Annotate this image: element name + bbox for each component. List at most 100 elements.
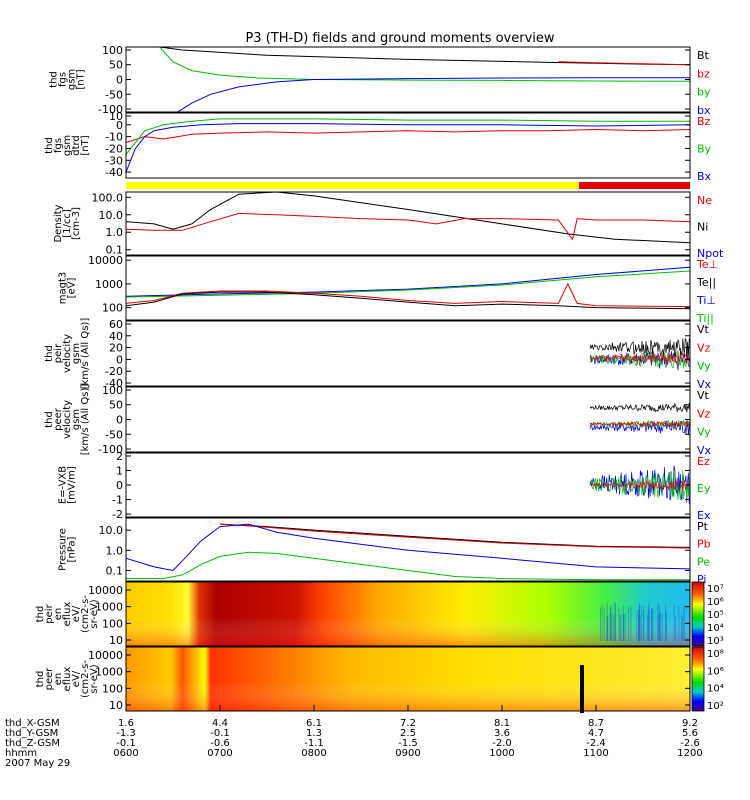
ytick-label: 100 (102, 44, 123, 57)
ytick-label: 10000 (88, 649, 123, 662)
ytick-label: -2 (112, 508, 123, 521)
legend-Ti⊥: Ti⊥ (696, 294, 716, 307)
ephem-row-label: thd_Y-GSM (5, 728, 58, 739)
ytick-label: 0 (116, 414, 123, 427)
legend-by: by (697, 86, 711, 99)
ylabel-line: Density (53, 204, 64, 242)
legend-Ti||: Ti|| (696, 312, 714, 325)
date-label: 2007 May 29 (5, 758, 70, 769)
panel-temp: 10000 1000 100 magt3[eV] Te⊥ Te|| Ti⊥ Ti|| (58, 254, 719, 325)
ylabel-line: peir (53, 343, 64, 363)
legend-Bt: Bt (697, 49, 710, 62)
legend-Vx: Vx (697, 378, 712, 391)
series-efield-burst (589, 480, 691, 491)
ylabel-line: [nT] (80, 135, 91, 155)
ephem-value: 1200 (677, 748, 702, 759)
legend-Pi: Pi (697, 573, 706, 586)
ytick-label: 40 (109, 330, 123, 343)
chart-title: P3 (TH-D) fields and ground moments over… (245, 31, 554, 46)
ylabel-line: gsm (71, 343, 82, 364)
series-fgs2-Bz (125, 128, 691, 143)
spectrogram-shade-peir_spec (126, 582, 690, 646)
ytick-label: -30 (105, 154, 123, 167)
panel-peer_spec: 10⁸ 10⁶ 10⁴ 10² 10000 1000 100 10 thdpeereneflux… (35, 646, 724, 713)
ylabel-line: fgs (58, 72, 69, 87)
legend-Vt: Vt (697, 389, 710, 402)
ytick-label: 100 (102, 617, 123, 630)
ephem-value: 1000 (489, 748, 514, 759)
series-temp-Ti|| (125, 270, 691, 298)
ylabel-line: [km/s (All Qs)] (80, 384, 91, 456)
series-fgs1-Bt (159, 46, 691, 66)
ytick-label: 0 (116, 479, 123, 492)
frame-pressure (125, 517, 691, 582)
ephem-value: -1.5 (398, 738, 418, 749)
ylabel-line: thd (44, 345, 55, 362)
ytick-label: 10000 (88, 254, 123, 267)
frame-peir_spec (125, 581, 691, 647)
ylabel-line: peer (53, 407, 64, 431)
legend-Ex: Ex (697, 509, 711, 522)
legend-By: By (697, 143, 712, 156)
ylabel-line: thd (35, 606, 46, 623)
ylabel-line: thd (44, 137, 55, 154)
ylabel-line: [cm-3] (71, 207, 82, 240)
colorbar-tick: 10⁸ (707, 649, 724, 660)
ylabel-line: fgs (53, 138, 64, 153)
frame-density (125, 191, 691, 256)
colorbar-tick: 10⁵ (707, 610, 724, 621)
ytick-label: 1 (116, 464, 123, 477)
ylabel-line: thd (44, 411, 55, 428)
ytick-label: -100 (98, 103, 123, 116)
spectrogram-shade-peer_spec (126, 647, 690, 711)
ytick-label: -50 (105, 88, 123, 101)
ephem-value: 9.2 (682, 718, 698, 729)
legend-Ne: Ne (697, 194, 712, 207)
legend-Te||: Te|| (696, 276, 716, 289)
ytick-label: 10 (109, 634, 123, 647)
ylabel-line: magt3 (58, 272, 69, 305)
series-vpeir-burst (589, 337, 691, 358)
legend-Vz: Vz (697, 341, 711, 354)
ytick-label: 100 (102, 302, 123, 315)
legend-Bz: Bz (697, 115, 711, 128)
ytick-label: 1000 (95, 278, 123, 291)
series-temp-Te|| (125, 291, 691, 310)
ytick-label: 2 (116, 450, 123, 463)
ylabel-line: Pressure (58, 528, 69, 571)
legend-Vy: Vy (697, 360, 711, 373)
ephem-value: 3.6 (494, 728, 510, 739)
ytick-label: -40 (105, 166, 123, 179)
ytick-label: 10000 (88, 584, 123, 597)
series-density-Ni (125, 191, 691, 244)
ytick-label: 10 (109, 699, 123, 712)
ylabel-line: gsm (71, 409, 82, 430)
legend-Vx: Vx (697, 444, 712, 457)
ylabel-line: gsm (62, 135, 73, 156)
ytick-label: -100 (98, 443, 123, 456)
ylabel-line: dtrd (71, 135, 82, 156)
frame-vpeir (125, 320, 691, 387)
ephem-value: -2.6 (680, 738, 700, 749)
series-vpeer-burst (589, 420, 690, 428)
series-fgs1-bx (177, 77, 690, 113)
series-density-Ne (125, 212, 691, 241)
series-vpeer-burst (589, 419, 691, 429)
ylabel-line: thd (35, 671, 46, 688)
ylabel-line: [nT] (76, 69, 87, 89)
ylabel-line: [km/s (All Qs)] (80, 318, 91, 390)
ytick-label: 1000 (95, 666, 123, 679)
ephem-value: 0600 (113, 748, 138, 759)
ylabel-line: sr-eV) (89, 664, 100, 693)
ephem-value: -1.3 (116, 728, 136, 739)
ephem-value: -2.0 (492, 738, 512, 749)
panel-pressure: 10.0 1.0 0.1 Pressure[nPa] Pt Pb Pe Pi (58, 517, 711, 586)
ytick-label: -20 (105, 142, 123, 155)
legend-Ez: Ez (697, 455, 710, 468)
ylabel-line: [1/cc] (62, 209, 73, 238)
ytick-label: 0 (116, 353, 123, 366)
